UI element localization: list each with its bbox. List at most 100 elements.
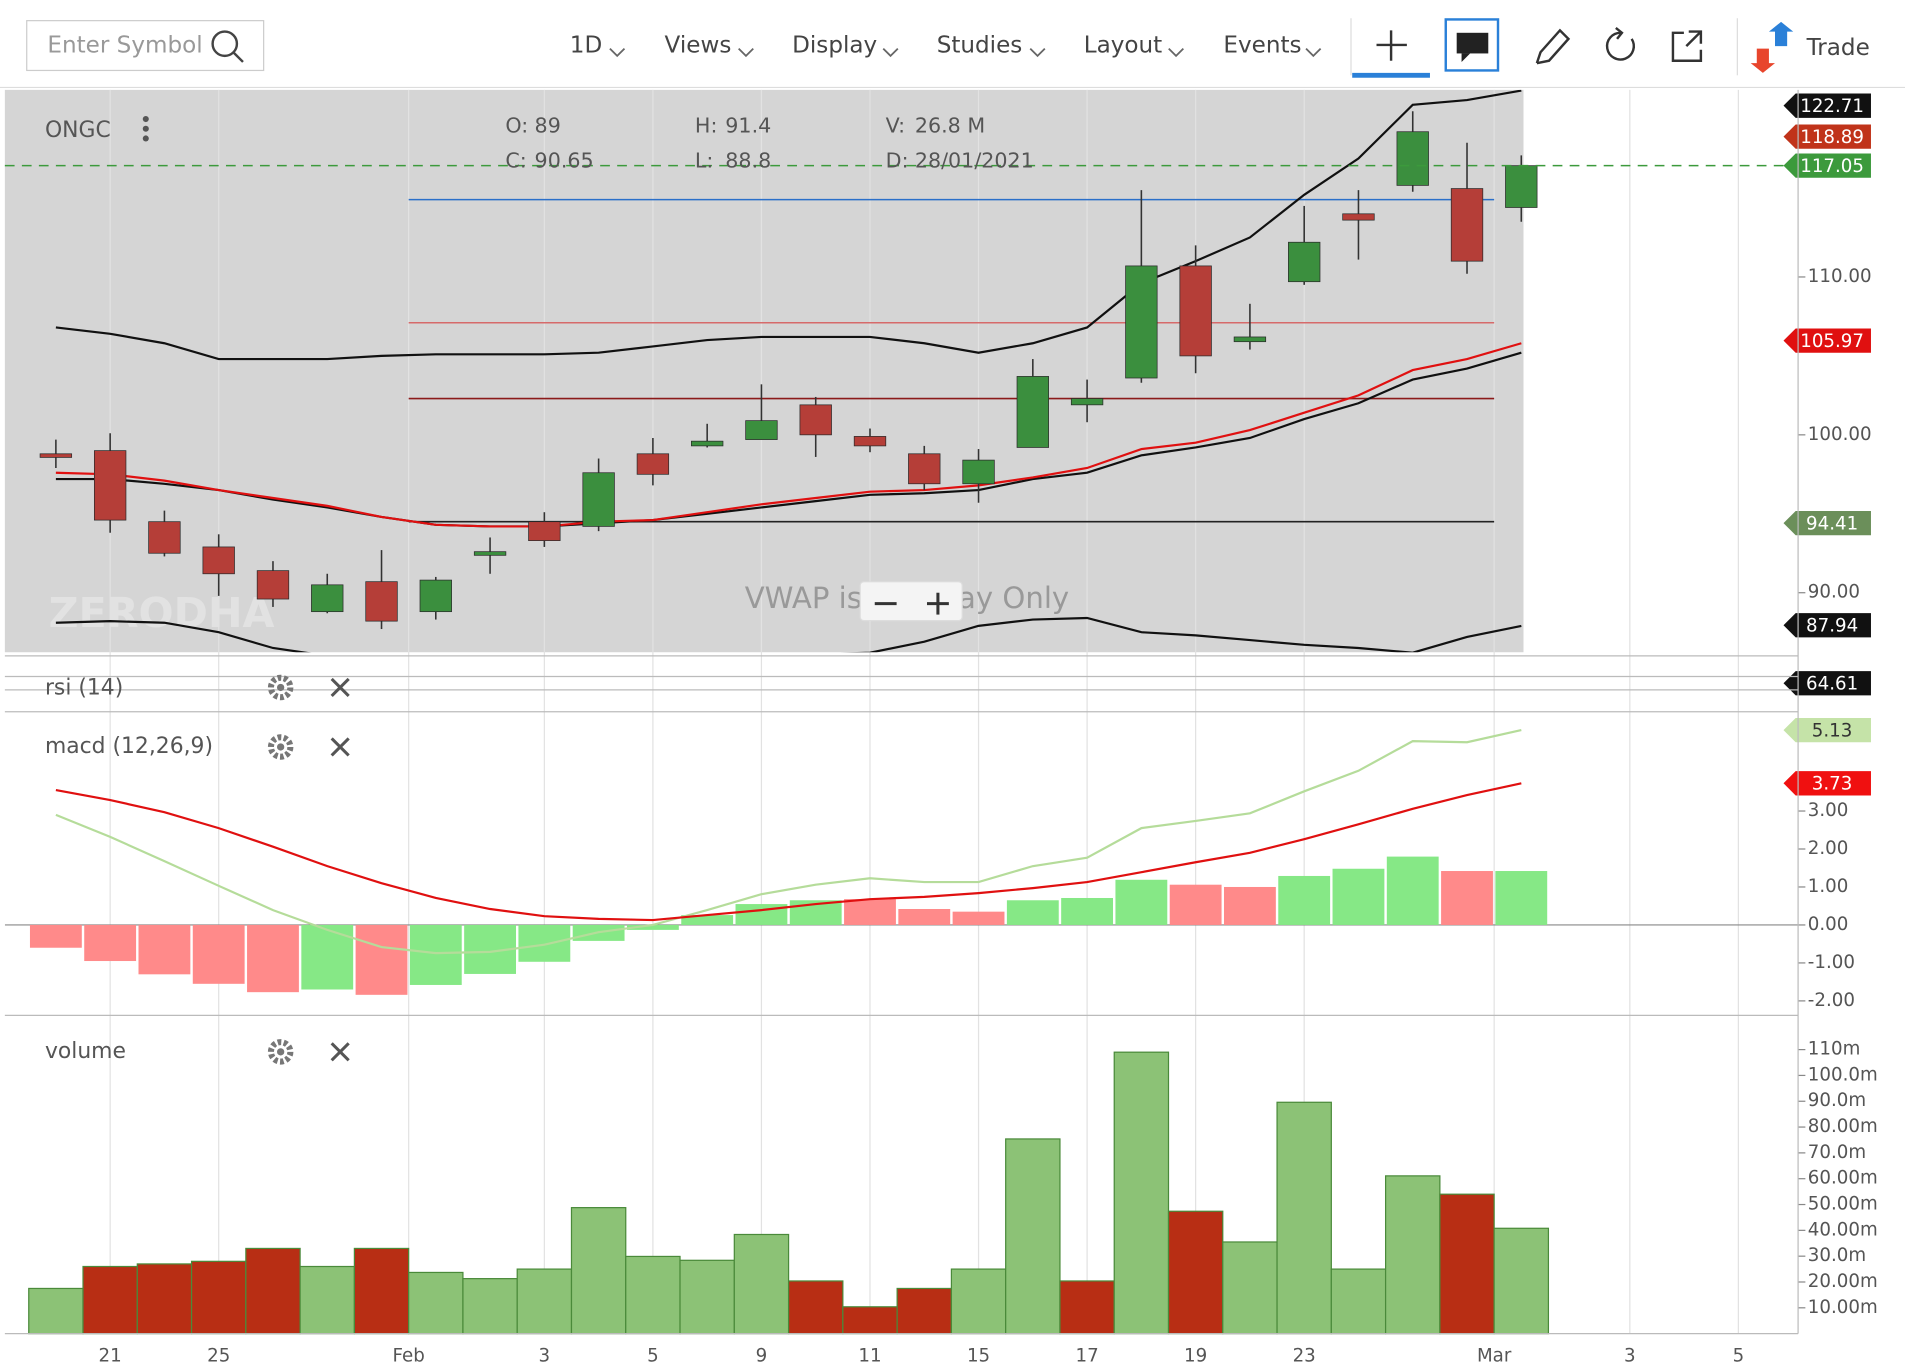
histogram-bar — [1441, 871, 1493, 925]
x-tick-label: 5 — [1733, 1346, 1745, 1364]
candle-body — [1179, 265, 1212, 357]
interval-menu[interactable]: 1D — [570, 33, 602, 59]
volume-bar — [1222, 1241, 1278, 1335]
pane-separators — [4, 89, 1799, 1335]
menu-chevrons — [609, 47, 1322, 58]
candle-body — [528, 521, 561, 541]
histogram-bar — [409, 924, 462, 985]
ohlc-key: L: — [695, 149, 713, 173]
price-marker — [1783, 328, 1871, 353]
views-menu[interactable]: Views — [665, 33, 732, 59]
histogram-bar — [1115, 879, 1168, 925]
y-tick-label: 1.00 — [1808, 876, 1849, 897]
toolbar — [0, 0, 1905, 88]
search-icon — [232, 51, 244, 63]
volume-bar — [516, 1268, 573, 1335]
x-tick-label: 3 — [1624, 1346, 1636, 1364]
active-underline — [1352, 72, 1430, 78]
symbol-label: ONGC — [45, 118, 111, 143]
y-tick-label: 10.00m — [1808, 1297, 1878, 1318]
layout-menu[interactable]: Layout — [1084, 33, 1162, 59]
x-tick-label: 15 — [967, 1346, 990, 1364]
volume-bar — [1167, 1210, 1224, 1335]
search-box[interactable] — [26, 20, 265, 72]
y-tick-label: -2.00 — [1808, 990, 1855, 1011]
candle-body — [473, 551, 507, 556]
search-placeholder: Enter Symbol — [47, 33, 202, 59]
ohlc-key: O: — [505, 113, 528, 137]
volume-bar — [462, 1278, 518, 1335]
price-marker-label: 87.94 — [1806, 615, 1858, 636]
candle-body — [365, 581, 398, 622]
crosshair-button[interactable] — [1376, 30, 1407, 61]
price-marker-label: 5.13 — [1812, 720, 1853, 741]
candle-body — [1125, 265, 1158, 379]
candle-body — [691, 440, 724, 447]
candle-body — [1505, 165, 1538, 208]
histogram-bar — [1332, 868, 1385, 925]
histogram-bar — [1169, 884, 1222, 925]
x-tick-label: Mar — [1477, 1346, 1512, 1364]
close-button[interactable] — [330, 1042, 350, 1062]
zoom-in[interactable] — [926, 592, 949, 615]
display-menu[interactable]: Display — [792, 33, 877, 59]
histogram-bar — [1386, 856, 1439, 925]
share-button[interactable] — [1671, 30, 1703, 62]
price-marker-label: 122.71 — [1800, 96, 1864, 117]
candle-body — [853, 436, 887, 447]
price-marker — [1783, 613, 1871, 638]
price-marker-label: 118.89 — [1800, 127, 1864, 148]
volume-bar — [1113, 1051, 1170, 1335]
candle-body — [962, 459, 995, 485]
volume-bar — [1005, 1138, 1061, 1335]
candle-body — [39, 453, 73, 458]
volume-bar — [408, 1271, 464, 1335]
settings-button[interactable] — [267, 734, 294, 760]
histogram-bar — [1278, 875, 1331, 925]
events-menu[interactable]: Events — [1223, 33, 1301, 59]
candle-body — [908, 453, 941, 485]
y-tick-label: 3.00 — [1808, 800, 1849, 821]
settings-button[interactable] — [267, 1039, 294, 1065]
histogram-bar — [1495, 871, 1548, 925]
y-tick-label: 100.00 — [1808, 424, 1872, 445]
settings-button[interactable] — [267, 674, 294, 701]
close-button[interactable] — [330, 737, 350, 757]
x-tick-label: Feb — [393, 1346, 425, 1364]
trade-button[interactable]: Trade — [1806, 35, 1870, 61]
trade-icon[interactable] — [1750, 21, 1794, 73]
candle-body — [582, 472, 615, 527]
histogram-bar — [518, 924, 571, 962]
ohlc-key: D: — [886, 149, 909, 173]
close-button[interactable] — [330, 677, 350, 698]
pane-layer — [39, 89, 1538, 653]
ohlc-value: 28/01/2021 — [915, 149, 1034, 173]
series-line — [55, 616, 1522, 653]
candle-body — [256, 570, 290, 600]
volume-bar — [1493, 1227, 1550, 1335]
studies-menu[interactable]: Studies — [937, 33, 1023, 59]
comment-icon — [1461, 53, 1471, 62]
candle-body — [1450, 188, 1484, 262]
ohlc-value: 26.8 M — [915, 113, 985, 137]
y-tick-label: 50.00m — [1808, 1194, 1878, 1215]
comment-icon — [1456, 32, 1489, 54]
series-line — [55, 351, 1522, 528]
candle-body — [1288, 241, 1321, 283]
candle-body — [1070, 398, 1104, 406]
series-line — [55, 89, 1522, 361]
y-tick-label: 20.00m — [1808, 1271, 1878, 1292]
price-marker — [1783, 153, 1871, 178]
candle-body — [202, 546, 235, 575]
volume-bar — [733, 1233, 790, 1335]
histogram-bar — [681, 915, 734, 925]
y-tick-label: -1.00 — [1808, 952, 1855, 973]
price-marker — [1783, 771, 1871, 796]
reset-button[interactable] — [1605, 26, 1635, 61]
range-shading — [4, 89, 1524, 653]
symbol-menu[interactable] — [142, 115, 149, 142]
y-tick-label: 90.0m — [1808, 1090, 1866, 1111]
volume-bar — [787, 1280, 844, 1335]
histogram-bar — [626, 924, 679, 930]
draw-button[interactable] — [1535, 28, 1571, 65]
